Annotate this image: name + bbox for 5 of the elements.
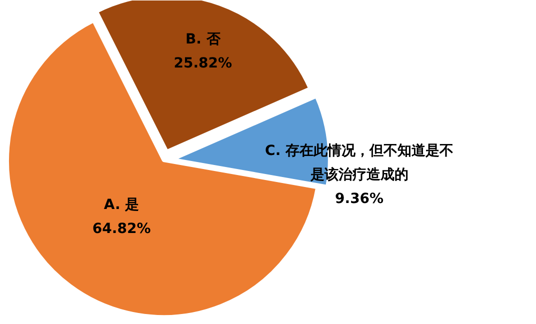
- data-label: 9.36%: [335, 190, 384, 207]
- slice-label: B. 否: [185, 31, 222, 48]
- data-label: 25.82%: [174, 55, 232, 72]
- slice-label: A. 是: [104, 196, 140, 213]
- data-label: 64.82%: [92, 220, 151, 237]
